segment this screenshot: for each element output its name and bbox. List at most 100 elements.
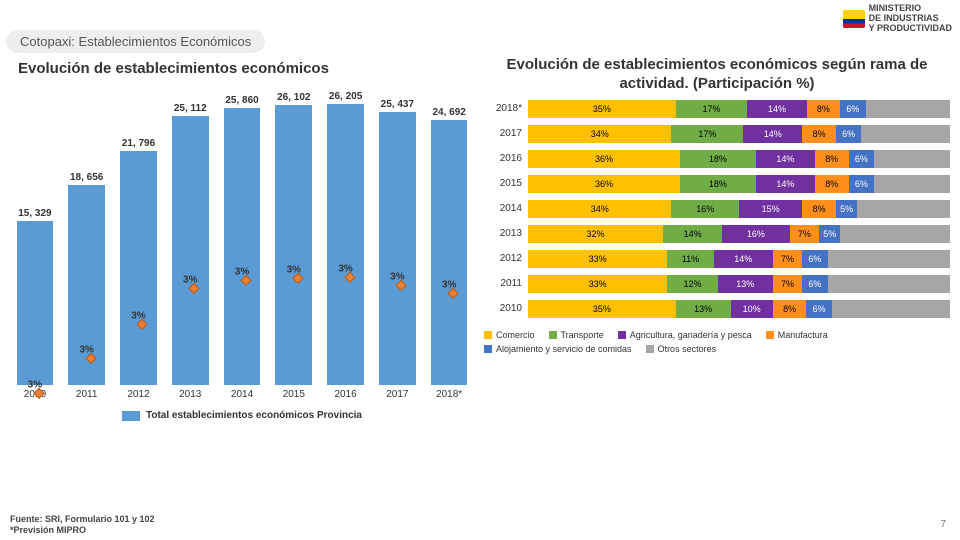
bar-column: 26, 2053% (323, 91, 369, 385)
stack-segment (832, 300, 950, 318)
stack-segment: 8% (815, 175, 849, 193)
stack-bar: 36%18%14%8%6% (528, 175, 950, 193)
xaxis-tick: 2012 (116, 389, 162, 400)
stack-year-label: 2010 (484, 303, 522, 314)
growth-marker-label: 3% (390, 272, 404, 283)
bar-column: 25, 437 3% (374, 99, 420, 385)
bar (379, 112, 416, 385)
bar-column: 26, 1023% (271, 92, 317, 385)
stack-row: 201332%14%16%7%5% (484, 225, 950, 243)
stack-segment: 34% (528, 200, 671, 218)
stack-year-label: 2012 (484, 253, 522, 264)
stack-segment: 14% (756, 150, 815, 168)
stack-segment: 8% (807, 100, 841, 118)
stack-segment: 14% (714, 250, 773, 268)
stack-year-label: 2011 (484, 278, 522, 289)
legend-item: Transporte (549, 330, 604, 340)
stack-segment (874, 175, 950, 193)
growth-marker-label: 3% (183, 275, 197, 286)
stacked-chart-title: Evolución de establecimientos económicos… (484, 56, 950, 94)
page-number: 7 (940, 519, 946, 530)
stack-segment: 13% (718, 275, 773, 293)
bar-value-label: 15, 329 (18, 208, 51, 219)
stack-segment: 32% (528, 225, 663, 243)
stack-segment: 12% (667, 275, 718, 293)
stack-segment: 6% (840, 100, 865, 118)
growth-marker-label: 3% (287, 264, 301, 275)
stack-segment: 35% (528, 300, 676, 318)
bar-chart-xaxis: 201020112012201320142015201620172018* (10, 389, 474, 400)
stack-segment: 5% (819, 225, 840, 243)
stack-segment: 15% (739, 200, 802, 218)
legend-text: Otros sectores (658, 344, 717, 354)
stack-row: 2018*35%17%14%8%6% (484, 100, 950, 118)
stack-segment: 10% (731, 300, 773, 318)
stack-row: 2017 34%17%14%8%6% (484, 125, 950, 143)
xaxis-tick: 2016 (323, 389, 369, 400)
bar-value-label: 18, 656 (70, 172, 103, 183)
legend-text: Comercio (496, 330, 535, 340)
stack-segment (861, 125, 950, 143)
bar-chart-panel: Evolución de establecimientos económicos… (0, 50, 480, 540)
bar (431, 120, 468, 385)
bar-chart-legend: Total establecimientos económicos Provin… (10, 410, 474, 421)
bar-value-label: 25, 112 (174, 103, 207, 114)
legend-swatch (484, 331, 492, 339)
stacked-chart-legend: Comercio Transporte Agricultura, ganadería… (484, 330, 950, 354)
stack-bar: 35%13%10%8%6% (528, 300, 950, 318)
xaxis-tick: 2017 (374, 389, 420, 400)
xaxis-tick: 2011 (64, 389, 110, 400)
bar-column: 24, 692 3% (426, 107, 472, 385)
stack-segment: 6% (836, 125, 861, 143)
stack-segment: 5% (836, 200, 857, 218)
bar-column: 25, 112 3% (167, 103, 213, 385)
bar-column: 18, 6563% (64, 172, 110, 385)
stack-segment (828, 275, 950, 293)
stack-year-label: 2013 (484, 228, 522, 239)
legend-item: Comercio (484, 330, 535, 340)
stack-segment (866, 100, 950, 118)
stack-year-label: 2016 (484, 153, 522, 164)
legend-text: Alojamiento y servicio de comidas (496, 344, 632, 354)
legend-text: Manufactura (778, 330, 828, 340)
legend-text: Agricultura, ganadería y pesca (630, 330, 752, 340)
stack-segment: 6% (849, 175, 874, 193)
stack-row: 201233%11%14%7%6% (484, 250, 950, 268)
bar (327, 104, 364, 385)
stack-segment: 14% (756, 175, 815, 193)
stack-segment: 8% (802, 125, 836, 143)
stack-segment: 11% (667, 250, 713, 268)
bar (275, 105, 312, 385)
stack-segment: 17% (671, 125, 743, 143)
xaxis-tick: 2018* (426, 389, 472, 400)
stack-segment: 34% (528, 125, 671, 143)
stack-segment: 14% (663, 225, 722, 243)
stack-segment: 6% (802, 275, 827, 293)
stack-segment: 35% (528, 100, 676, 118)
bar-value-label: 25, 437 (381, 99, 414, 110)
legend-swatch (549, 331, 557, 339)
legend-swatch (766, 331, 774, 339)
stack-segment: 33% (528, 250, 667, 268)
stack-segment: 13% (676, 300, 731, 318)
growth-marker-label: 3% (131, 311, 145, 322)
bar-chart-plot: 15, 3293%18, 6563%21, 7963%25, 1123%25, … (10, 85, 474, 385)
stack-segment: 6% (806, 300, 831, 318)
bar-column: 15, 3293% (12, 208, 58, 385)
stack-bar: 34%17%14%8%6% (528, 125, 950, 143)
legend-item: Alojamiento y servicio de comidas (484, 344, 632, 354)
legend-text: Transporte (561, 330, 604, 340)
legend-swatch (618, 331, 626, 339)
bar-value-label: 24, 692 (432, 107, 465, 118)
stack-segment: 8% (802, 200, 836, 218)
bar-column: 25, 8603% (219, 95, 265, 385)
growth-marker-label: 3% (235, 267, 249, 278)
bar (17, 221, 54, 385)
stack-year-label: 2017 (484, 128, 522, 139)
stack-segment: 7% (790, 225, 820, 243)
growth-marker-label: 3% (442, 280, 456, 291)
stack-year-label: 2015 (484, 178, 522, 189)
stack-segment: 7% (773, 275, 803, 293)
stack-segment (828, 250, 950, 268)
stack-segment: 8% (815, 150, 849, 168)
